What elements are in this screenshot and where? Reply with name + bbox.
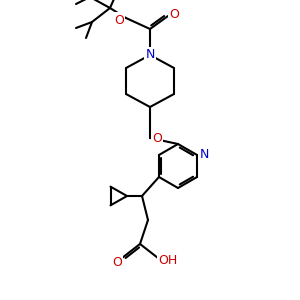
Text: O: O [169,8,179,20]
Text: N: N [145,49,155,62]
Text: O: O [152,133,162,146]
Text: O: O [114,14,124,26]
Text: OH: OH [158,254,178,266]
Text: N: N [200,148,209,160]
Text: O: O [112,256,122,269]
